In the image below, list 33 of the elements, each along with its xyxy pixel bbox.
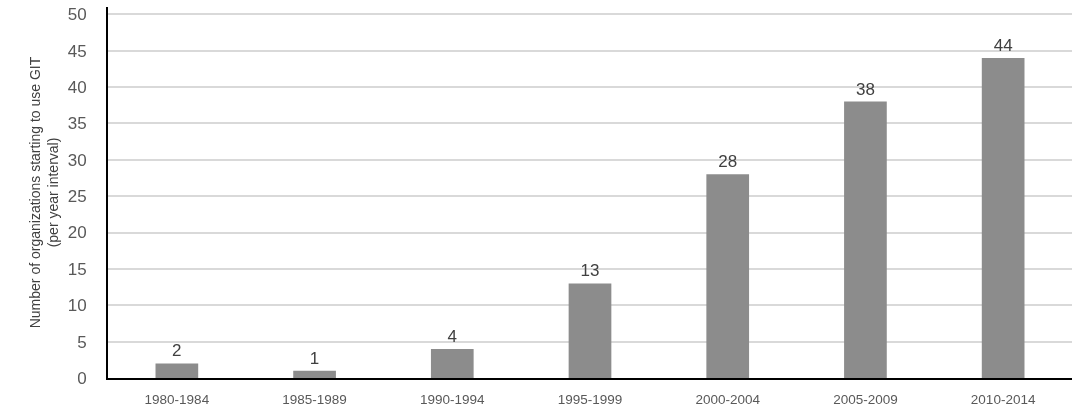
y-tick-label: 45 xyxy=(67,41,87,61)
data-label: 13 xyxy=(580,261,600,281)
data-label: 2 xyxy=(172,341,182,361)
x-tick-label: 1985-1989 xyxy=(282,392,347,408)
bar xyxy=(844,101,887,378)
bar xyxy=(430,348,474,378)
data-label: 44 xyxy=(993,35,1013,55)
x-tick-label: 1990-1994 xyxy=(420,392,486,408)
y-tick-label: 15 xyxy=(67,259,87,279)
x-tick-label: 2005-2009 xyxy=(833,392,898,408)
y-tick-label: 5 xyxy=(77,332,87,352)
bar xyxy=(568,283,612,378)
y-tick-label: 35 xyxy=(67,114,87,134)
y-tick-label: 50 xyxy=(67,5,87,25)
y-tick-label: 0 xyxy=(77,368,87,388)
x-tick-label: 1995-1999 xyxy=(557,392,623,408)
x-tick-label: 2000-2004 xyxy=(695,392,761,408)
bar xyxy=(706,174,750,378)
data-label: 4 xyxy=(447,326,458,346)
y-tick-label: 20 xyxy=(67,223,87,243)
y-tick-label: 40 xyxy=(67,77,87,97)
y-tick-label: 30 xyxy=(67,150,87,170)
x-tick-label: 2010-2014 xyxy=(970,392,1036,408)
x-tick-label: 1980-1984 xyxy=(144,392,210,408)
bar xyxy=(981,57,1025,378)
data-label: 28 xyxy=(718,152,738,172)
data-label: 1 xyxy=(309,348,320,368)
y-axis-title: Number of organizations starting to use GIT (per year interval) xyxy=(26,56,61,329)
bar xyxy=(155,363,199,378)
y-tick-label: 10 xyxy=(67,296,87,316)
data-label: 38 xyxy=(855,79,875,99)
bar xyxy=(293,370,336,378)
y-tick-label: 25 xyxy=(67,187,87,207)
